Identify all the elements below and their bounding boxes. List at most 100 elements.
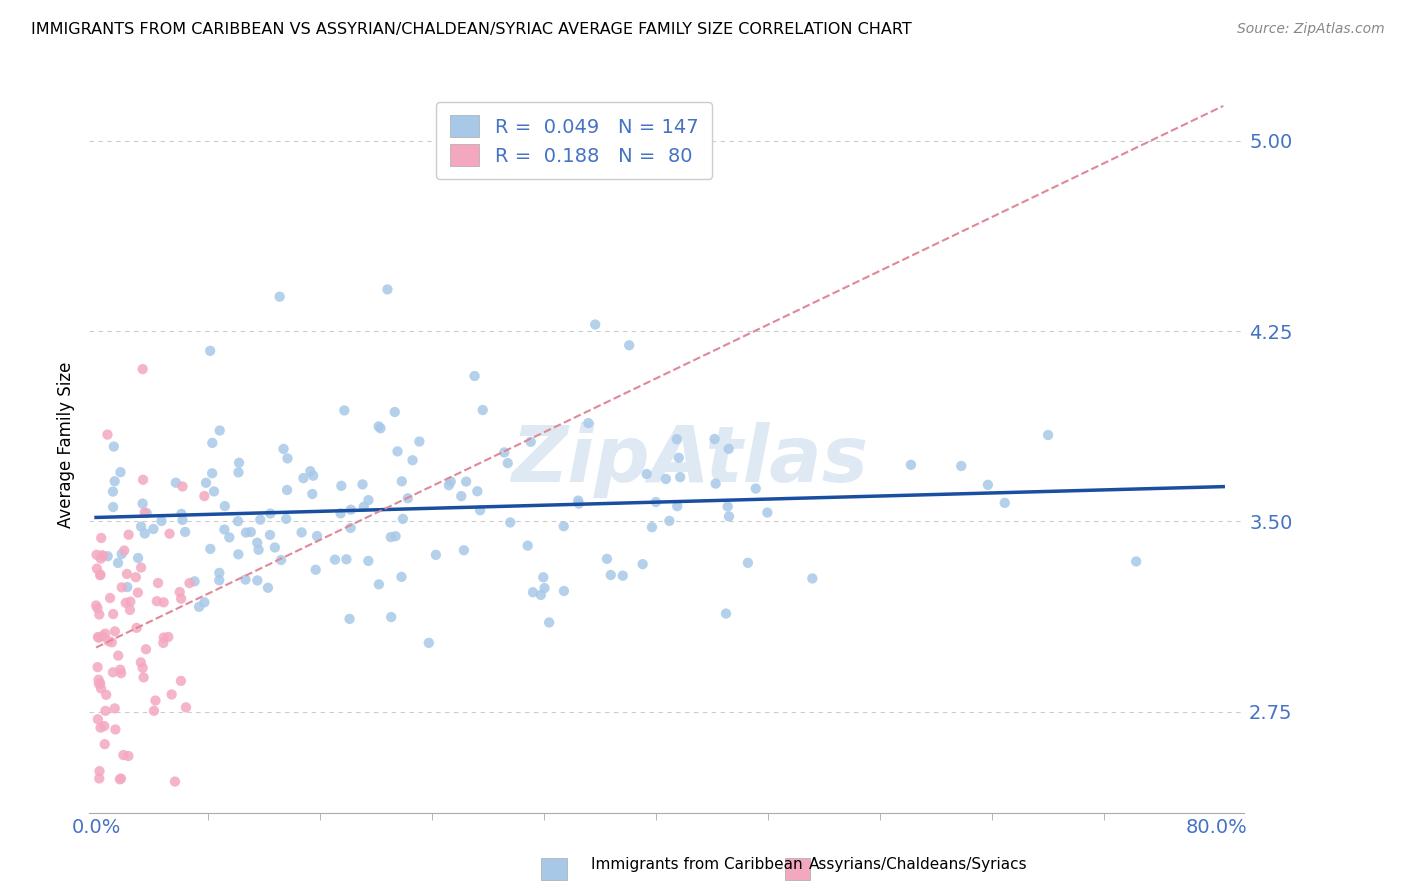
Point: [246, 535, 269, 549]
Point: [567, 493, 589, 508]
Point: [198, 343, 221, 358]
Point: [665, 432, 688, 446]
Point: [90, 681, 112, 696]
Point: [305, 563, 328, 577]
Point: [93, 737, 115, 751]
Point: [89, 772, 111, 786]
Point: [396, 491, 419, 506]
Legend: R =  0.049   N = 147, R =  0.188   N =  80: R = 0.049 N = 147, R = 0.188 N = 80: [436, 102, 711, 179]
Point: [208, 424, 231, 438]
Point: [146, 576, 169, 591]
Point: [131, 497, 153, 511]
Point: [101, 484, 124, 499]
Point: [112, 747, 135, 762]
Point: [114, 596, 136, 610]
Point: [392, 512, 415, 526]
Point: [172, 513, 194, 527]
Point: [120, 594, 142, 608]
Point: [108, 772, 131, 787]
Point: [134, 526, 156, 541]
Point: [714, 607, 737, 621]
Point: [208, 574, 231, 588]
Point: [249, 513, 271, 527]
Point: [568, 497, 591, 511]
Point: [259, 507, 281, 521]
Point: [276, 451, 298, 466]
Point: [170, 673, 193, 688]
Point: [468, 503, 491, 517]
Point: [292, 471, 315, 485]
Point: [169, 585, 191, 599]
Point: [208, 566, 231, 580]
Point: [91, 629, 114, 643]
Point: [87, 630, 110, 644]
Point: [291, 525, 314, 540]
Point: [246, 574, 269, 588]
Point: [228, 547, 250, 561]
Text: Assyrians/Chaldeans/Syriacs: Assyrians/Chaldeans/Syriacs: [808, 857, 1026, 872]
Point: [239, 524, 262, 539]
Point: [744, 482, 766, 496]
Point: [530, 588, 553, 602]
Point: [636, 467, 658, 481]
Point: [599, 568, 621, 582]
Point: [756, 506, 779, 520]
Point: [127, 585, 149, 599]
Point: [214, 499, 236, 513]
Point: [101, 500, 124, 514]
Point: [201, 467, 224, 481]
Point: [117, 580, 139, 594]
Point: [132, 670, 155, 684]
Point: [228, 456, 250, 470]
Point: [143, 704, 166, 718]
Point: [89, 607, 111, 622]
Point: [86, 601, 108, 615]
Point: [329, 507, 352, 521]
Point: [301, 487, 323, 501]
Point: [516, 539, 538, 553]
Text: ZipAtlas: ZipAtlas: [512, 422, 869, 498]
Point: [576, 416, 599, 430]
Point: [553, 584, 575, 599]
Point: [273, 442, 295, 456]
Point: [330, 479, 353, 493]
Point: [87, 631, 110, 645]
Point: [87, 712, 110, 726]
Point: [86, 660, 108, 674]
Point: [150, 514, 173, 528]
Text: IMMIGRANTS FROM CARIBBEAN VS ASSYRIAN/CHALDEAN/SYRIAC AVERAGE FAMILY SIZE CORREL: IMMIGRANTS FROM CARIBBEAN VS ASSYRIAN/CH…: [31, 22, 911, 37]
Point: [377, 282, 399, 296]
Point: [499, 516, 522, 530]
Point: [145, 693, 167, 707]
Point: [103, 440, 125, 454]
Point: [339, 612, 361, 626]
Point: [522, 585, 544, 599]
Point: [380, 610, 402, 624]
Point: [132, 473, 155, 487]
Point: [357, 554, 380, 568]
Point: [655, 472, 678, 486]
Point: [259, 528, 281, 542]
Point: [172, 479, 194, 493]
Point: [112, 543, 135, 558]
Point: [160, 688, 183, 702]
Point: [357, 493, 380, 508]
Point: [538, 615, 561, 630]
Point: [179, 576, 201, 591]
Point: [644, 495, 666, 509]
Point: [87, 677, 110, 691]
Point: [704, 476, 727, 491]
Point: [104, 624, 127, 639]
Point: [87, 673, 110, 687]
Point: [437, 478, 460, 492]
Point: [669, 470, 692, 484]
Point: [257, 581, 280, 595]
Point: [163, 774, 186, 789]
Point: [152, 631, 174, 645]
Point: [97, 634, 120, 648]
Point: [456, 475, 478, 489]
Point: [174, 700, 197, 714]
Point: [668, 450, 690, 465]
Point: [129, 656, 152, 670]
Point: [617, 338, 640, 352]
